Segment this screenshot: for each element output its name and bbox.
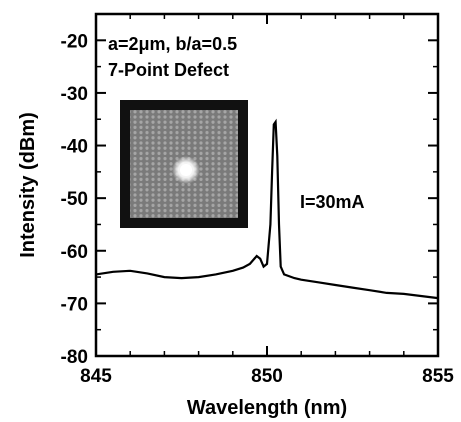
y-tick-label: -30 [61, 84, 88, 105]
y-tick-label: -70 [61, 294, 88, 315]
y-tick-label: -60 [61, 242, 88, 263]
spectrum-line [95, 118, 439, 300]
x-tick-label: 845 [80, 366, 112, 387]
x-tick-label: 855 [422, 366, 454, 387]
inset-defect-spot [180, 164, 192, 176]
y-tick-label: -50 [61, 189, 88, 210]
annotation-defect: 7-Point Defect [108, 60, 229, 80]
annotation-params: a=2μm, b/a=0.5 [108, 34, 237, 54]
inset-image [120, 100, 248, 228]
x-axis-title: Wavelength (nm) [187, 397, 347, 419]
y-tick-label: -20 [61, 31, 88, 52]
x-tick-label: 850 [251, 366, 283, 387]
annotation-current: I=30mA [300, 192, 365, 212]
y-tick-label: -80 [61, 347, 88, 368]
axis-ticks: -80 -70 -60 -50 -40 -30 -20 845 850 855 [61, 14, 454, 387]
y-axis-title: Intensity (dBm) [17, 112, 39, 258]
y-tick-label: -40 [61, 137, 88, 158]
